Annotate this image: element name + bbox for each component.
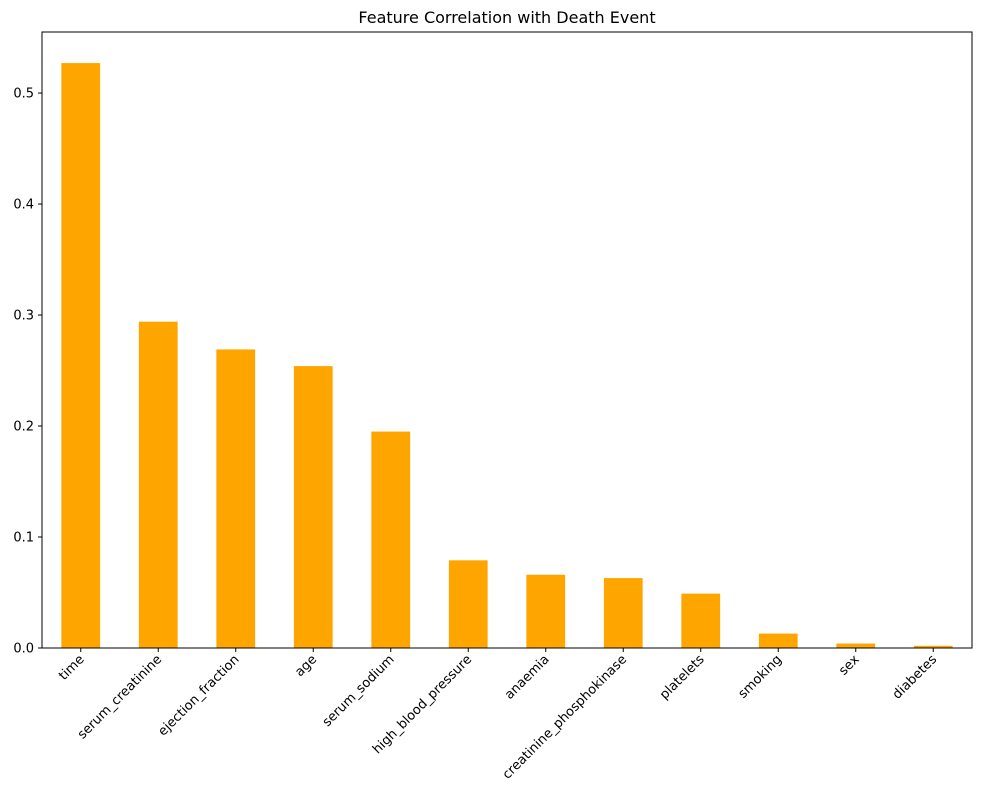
y-tick-label: 0.5 [13, 87, 34, 102]
bar-age [293, 366, 333, 648]
x-tick-label-age: age [292, 652, 320, 680]
axes-frame [41, 31, 973, 649]
bar-diabetes [913, 645, 953, 648]
y-tick-label: 0.4 [13, 198, 34, 213]
bar-serum-sodium [371, 431, 411, 648]
bar-platelets [681, 593, 721, 648]
bar-high-blood-pressure [448, 560, 488, 648]
x-tick-label-creatinine-phosphokinase: creatinine_phosphokinase [500, 652, 630, 782]
y-tick-label: 0.1 [13, 531, 34, 546]
x-tick-label-anaemia: anaemia [502, 652, 553, 703]
bar-creatinine-phosphokinase [603, 578, 643, 648]
bar-serum-creatinine [138, 321, 178, 648]
x-tick-label-sex: sex [836, 652, 863, 679]
x-tick-label-diabetes: diabetes [890, 652, 940, 702]
x-tick-label-smoking: smoking [736, 652, 786, 702]
bar-anaemia [526, 574, 566, 648]
y-tick-label: 0.0 [13, 642, 34, 657]
x-tick-label-serum-sodium: serum_sodium [320, 652, 398, 730]
bar-time [61, 63, 101, 649]
bar-ejection-fraction [216, 349, 256, 648]
bar-sex [836, 643, 876, 648]
x-tick-label-serum-creatinine: serum_creatinine [75, 652, 165, 742]
chart-title: Feature Correlation with Death Event [358, 8, 655, 27]
y-tick-label: 0.2 [13, 420, 34, 435]
y-tick-label: 0.3 [13, 309, 34, 324]
x-tick-label-ejection-fraction: ejection_fraction [156, 652, 243, 739]
bar-smoking [758, 633, 798, 648]
x-tick-label-platelets: platelets [657, 652, 708, 703]
plot-area: 0.0 0.1 0.2 0.3 0.4 0.5 timeserum_creatinineej… [13, 31, 973, 783]
x-tick-label-time: time [56, 652, 87, 683]
